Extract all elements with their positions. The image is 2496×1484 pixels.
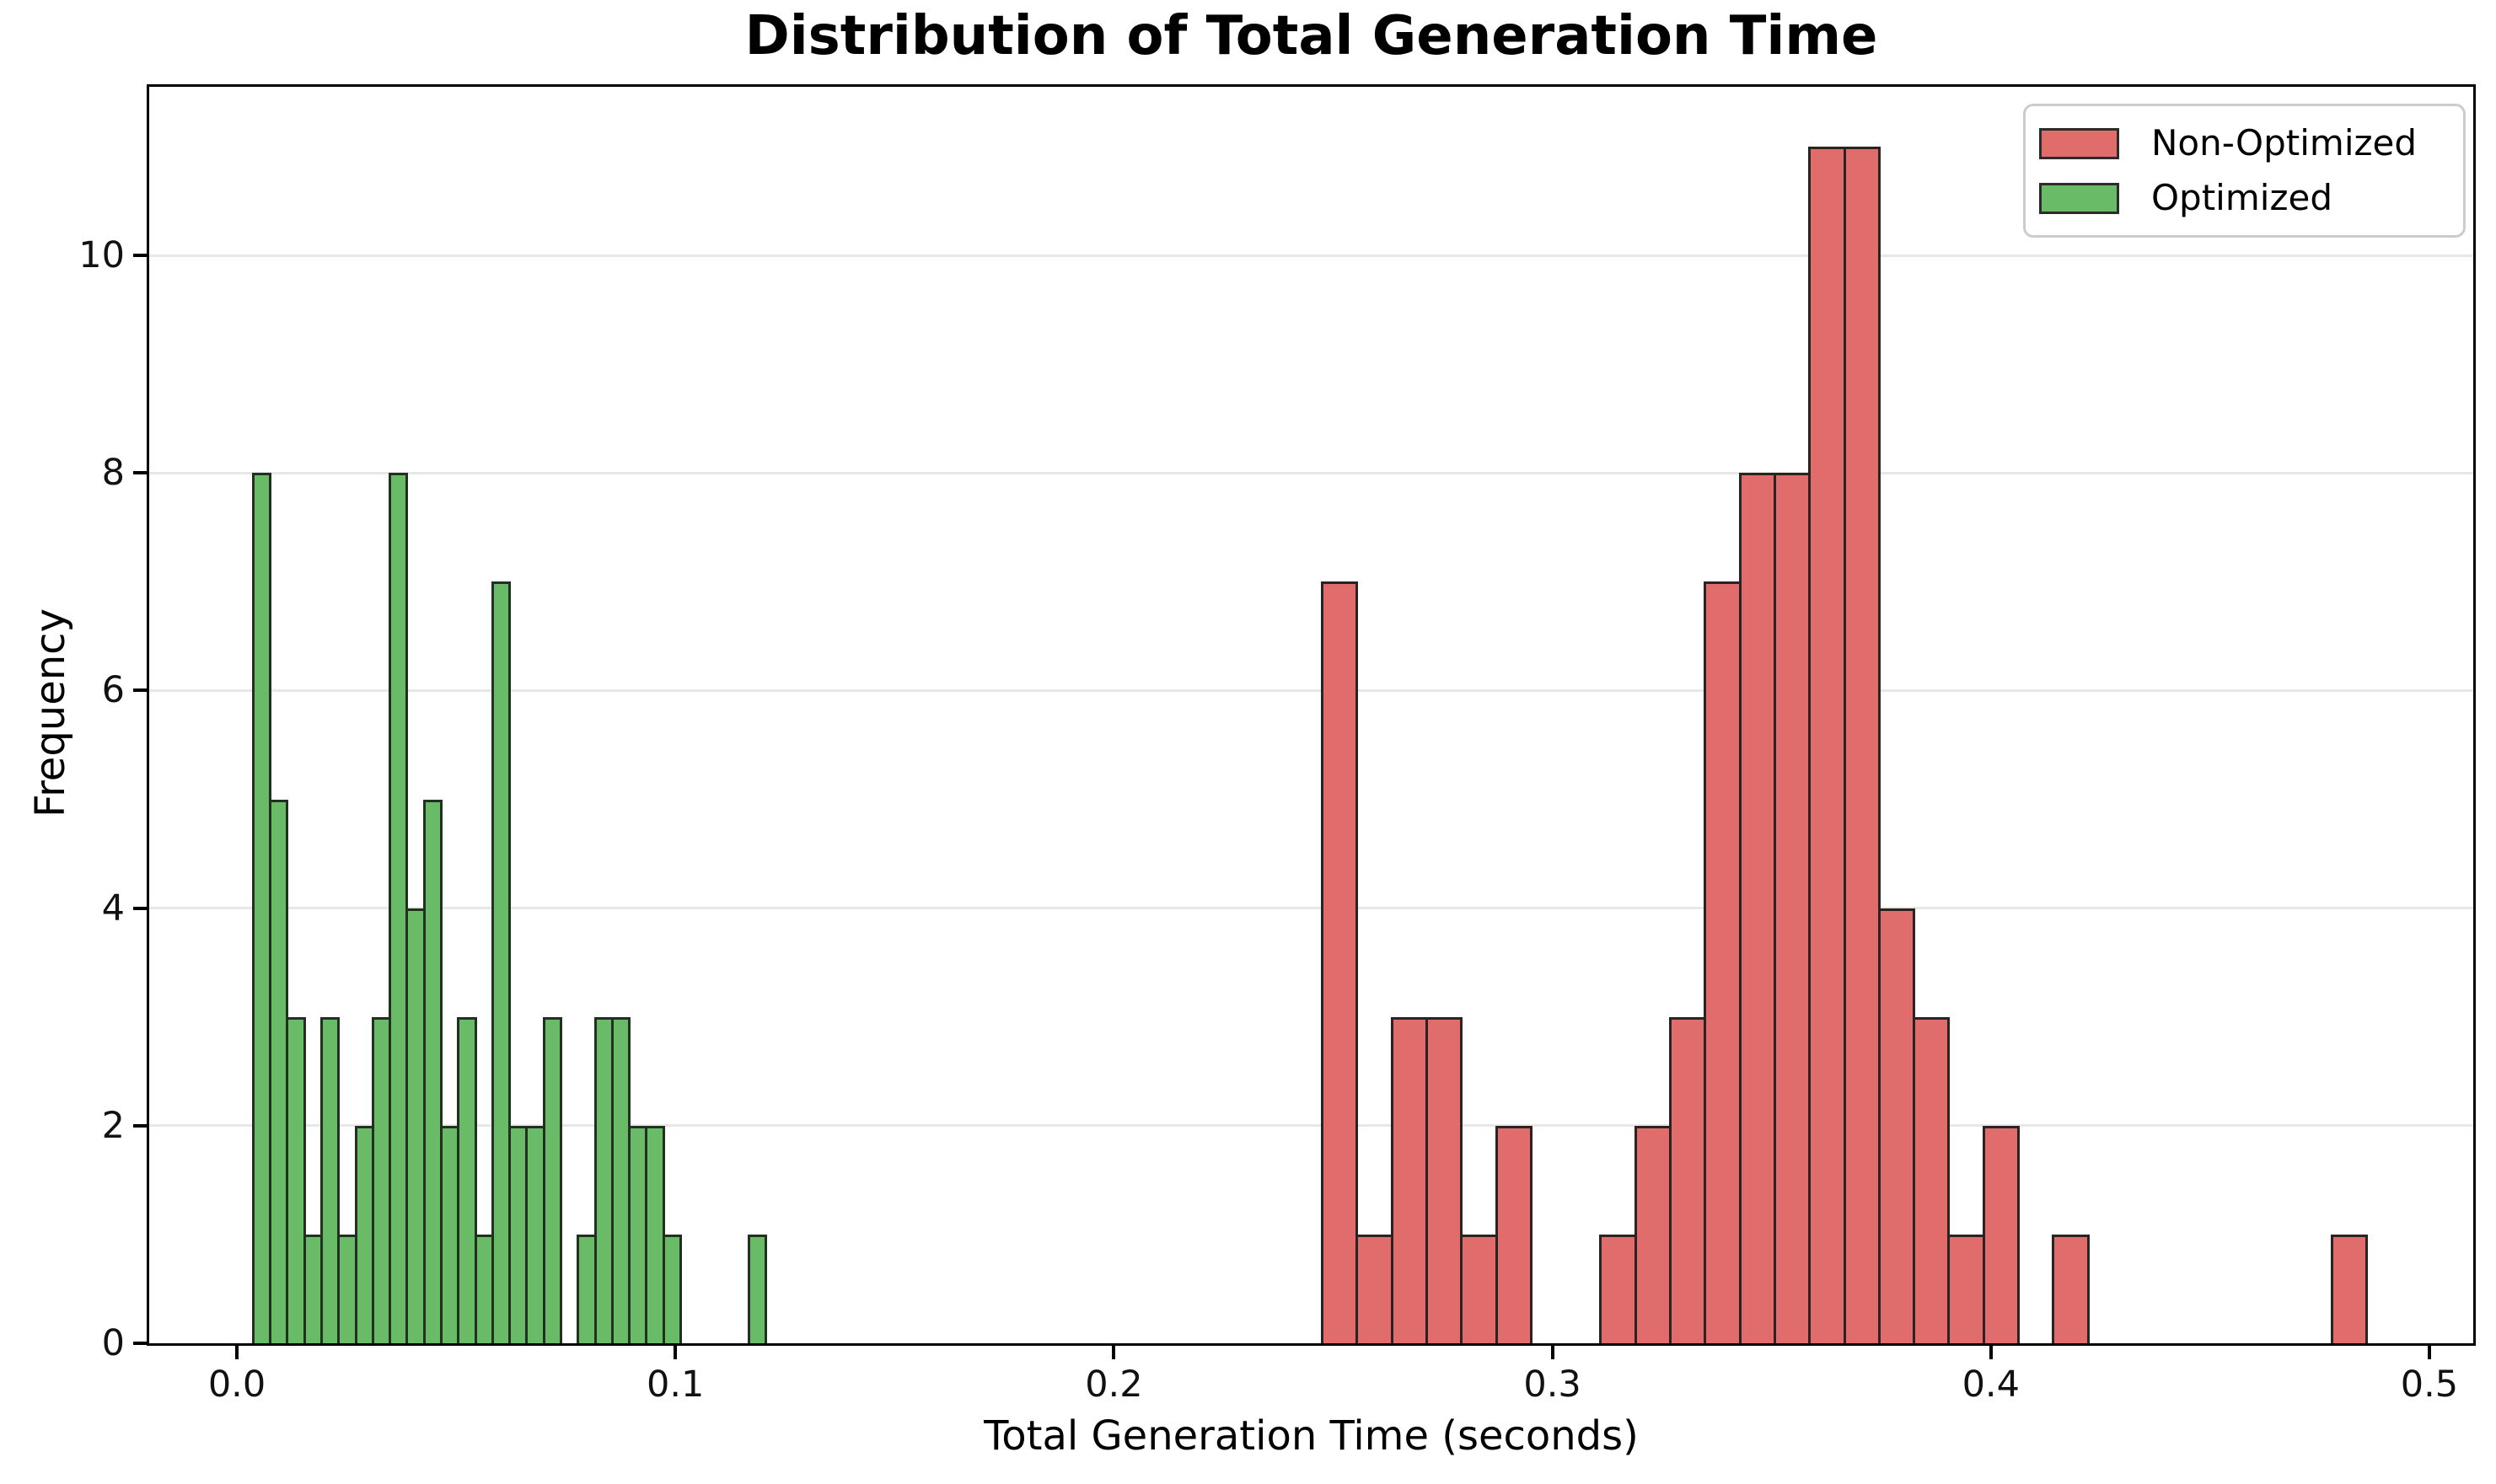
y-tick-label: 8 bbox=[101, 452, 125, 495]
histogram-bar-non-optimized-29 bbox=[2330, 1234, 2369, 1343]
y-tick-10 bbox=[133, 254, 147, 258]
x-tick-label: 0.0 bbox=[207, 1363, 266, 1406]
x-tick-label: 0.4 bbox=[1962, 1363, 2020, 1406]
histogram-bar-optimized-4 bbox=[319, 1016, 341, 1343]
x-tick-label: 0.1 bbox=[647, 1363, 705, 1406]
histogram-bar-optimized-24 bbox=[662, 1234, 682, 1343]
histogram-bar-non-optimized-9 bbox=[1634, 1125, 1672, 1343]
y-tick-label: 2 bbox=[101, 1104, 125, 1147]
histogram-bar-non-optimized-4 bbox=[1460, 1234, 1498, 1343]
histogram-bar-non-optimized-1 bbox=[1355, 1234, 1393, 1343]
histogram-bar-optimized-10 bbox=[422, 799, 443, 1343]
gridline-y-2 bbox=[149, 1124, 2473, 1128]
y-tick-0 bbox=[133, 1342, 147, 1345]
x-tick-label: 0.2 bbox=[1085, 1363, 1143, 1406]
x-axis-label: Total Generation Time (seconds) bbox=[984, 1412, 1639, 1460]
histogram-bar-non-optimized-5 bbox=[1495, 1125, 1532, 1343]
x-tick-0.2 bbox=[1112, 1346, 1116, 1359]
histogram-bar-optimized-29 bbox=[748, 1234, 768, 1343]
x-tick-0.4 bbox=[1989, 1346, 1993, 1359]
x-tick-label: 0.3 bbox=[1523, 1363, 1581, 1406]
histogram-bar-optimized-17 bbox=[542, 1016, 562, 1343]
x-tick-0.1 bbox=[674, 1346, 678, 1359]
histogram-bar-non-optimized-17 bbox=[1913, 1016, 1951, 1343]
histogram-bar-non-optimized-0 bbox=[1321, 581, 1359, 1343]
histogram-bar-optimized-23 bbox=[645, 1125, 665, 1343]
histogram-bar-non-optimized-18 bbox=[1947, 1234, 1985, 1343]
legend-swatch-non-optimized bbox=[2039, 127, 2119, 159]
gridline-y-8 bbox=[149, 471, 2473, 474]
y-tick-label: 6 bbox=[101, 669, 125, 712]
histogram-bar-non-optimized-11 bbox=[1704, 581, 1742, 1343]
legend-label: Optimized bbox=[2151, 177, 2332, 218]
histogram-bar-non-optimized-3 bbox=[1425, 1016, 1463, 1343]
y-tick-6 bbox=[133, 688, 147, 693]
histogram-bar-optimized-14 bbox=[491, 581, 512, 1343]
histogram-bar-non-optimized-14 bbox=[1808, 147, 1846, 1343]
histogram-bar-non-optimized-21 bbox=[2052, 1234, 2090, 1343]
gridline-y-4 bbox=[149, 907, 2473, 910]
y-tick-label: 10 bbox=[78, 234, 125, 277]
histogram-bar-non-optimized-2 bbox=[1390, 1016, 1428, 1343]
plot-area bbox=[147, 84, 2476, 1346]
chart-title: Distribution of Total Generation Time bbox=[744, 5, 1878, 67]
histogram-bar-non-optimized-19 bbox=[1982, 1125, 2021, 1343]
histogram-bar-non-optimized-10 bbox=[1669, 1016, 1707, 1343]
histogram-bar-optimized-2 bbox=[286, 1016, 306, 1343]
x-tick-label: 0.5 bbox=[2400, 1363, 2459, 1406]
legend-item-non-optimized: Non-Optimized bbox=[2039, 126, 2463, 161]
histogram-bar-optimized-12 bbox=[457, 1016, 477, 1343]
y-tick-label: 0 bbox=[101, 1322, 125, 1364]
legend-item-optimized: Optimized bbox=[2039, 180, 2463, 216]
legend: Non-Optimized Optimized bbox=[2023, 104, 2466, 238]
x-tick-0.3 bbox=[1550, 1346, 1554, 1359]
gridline-y-10 bbox=[149, 254, 2473, 257]
legend-label: Non-Optimized bbox=[2151, 122, 2418, 163]
histogram-bar-non-optimized-12 bbox=[1738, 473, 1776, 1343]
y-tick-4 bbox=[133, 906, 147, 910]
histogram-bar-non-optimized-13 bbox=[1773, 473, 1812, 1343]
histogram-bar-non-optimized-15 bbox=[1843, 147, 1881, 1343]
histogram-bar-non-optimized-8 bbox=[1599, 1234, 1637, 1343]
x-tick-0.5 bbox=[2427, 1346, 2431, 1359]
gridline-y-6 bbox=[149, 688, 2473, 692]
x-tick-0.0 bbox=[235, 1346, 239, 1359]
legend-swatch-optimized bbox=[2039, 182, 2119, 214]
y-tick-8 bbox=[133, 471, 147, 475]
histogram-bar-non-optimized-16 bbox=[1877, 908, 1916, 1343]
y-tick-label: 4 bbox=[101, 887, 125, 930]
y-tick-2 bbox=[133, 1123, 147, 1128]
